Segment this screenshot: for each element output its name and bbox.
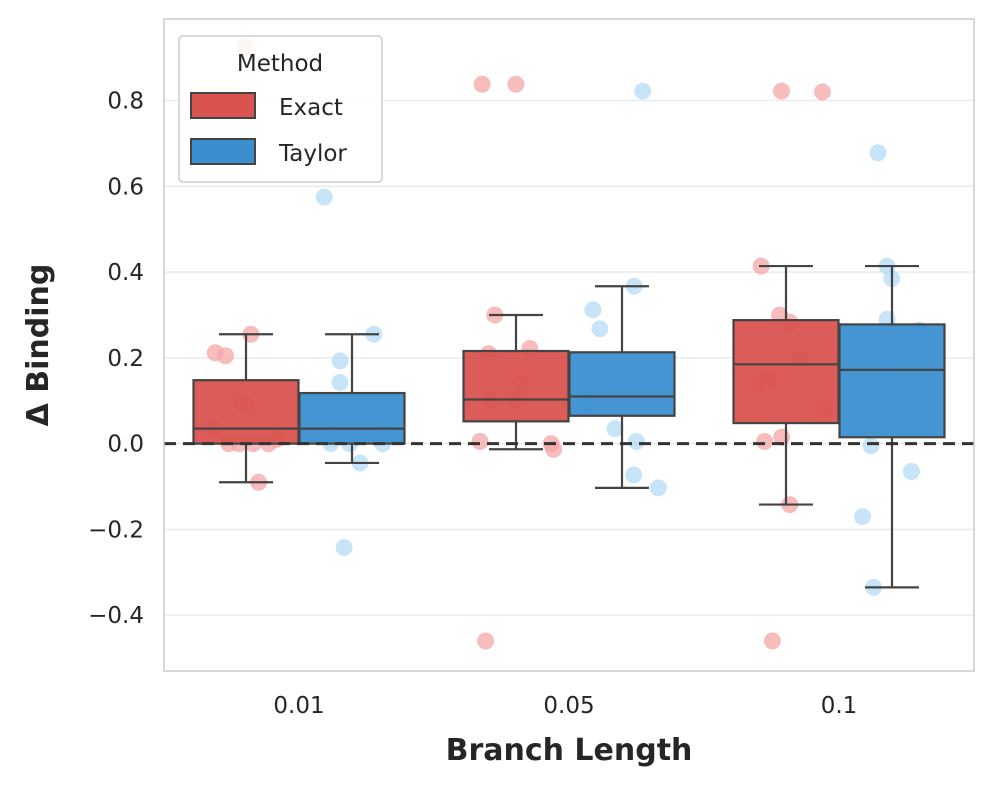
plot-frame — [163, 18, 975, 672]
box-taylor-0.1 — [838, 264, 946, 589]
data-point-taylor — [634, 82, 652, 100]
x-tick-label: 0.01 — [273, 693, 324, 719]
data-point-exact — [763, 632, 781, 650]
data-point-exact — [756, 433, 774, 451]
data-point-taylor — [902, 463, 920, 481]
box-body — [192, 379, 300, 445]
data-point-exact — [471, 433, 489, 451]
data-point-taylor — [649, 479, 667, 497]
box-body — [732, 319, 840, 425]
data-point-taylor — [869, 144, 887, 162]
data-point-taylor — [335, 538, 353, 556]
data-point-exact — [473, 75, 491, 93]
legend-title: Method — [237, 51, 323, 77]
data-point-exact — [507, 75, 525, 93]
y-tick-label: 0.4 — [107, 260, 144, 286]
y-tick-label: −0.2 — [88, 517, 144, 543]
data-point-exact — [477, 632, 495, 650]
x-tick-label: 0.1 — [821, 693, 858, 719]
box-taylor-0.01 — [298, 333, 406, 465]
data-point-taylor — [584, 301, 602, 319]
box-taylor-0.05 — [568, 285, 676, 489]
data-point-taylor — [854, 508, 872, 526]
data-point-taylor — [625, 466, 643, 484]
y-tick-label: 0.8 — [107, 89, 144, 115]
legend: Method Exact Taylor — [178, 35, 383, 183]
y-tick-label: 0.2 — [107, 346, 144, 372]
boxes — [192, 264, 946, 589]
box-exact-0.1 — [732, 264, 840, 506]
box-body — [462, 349, 570, 423]
legend-label-taylor: Taylor — [278, 141, 347, 167]
y-tick-label: 0.0 — [107, 432, 144, 458]
legend-swatch-taylor — [190, 138, 256, 165]
x-tick-labels: 0.01 0.05 0.1 — [273, 693, 857, 719]
data-point-taylor — [606, 420, 624, 438]
data-point-taylor — [862, 437, 880, 455]
data-point-taylor — [331, 373, 349, 391]
data-point-exact — [217, 347, 235, 365]
data-point-taylor — [315, 188, 333, 206]
box-body — [298, 391, 406, 445]
data-point-exact — [773, 82, 791, 100]
legend-swatch-exact — [190, 92, 256, 119]
data-point-taylor — [627, 433, 645, 451]
box-exact-0.01 — [192, 333, 300, 484]
box-body — [838, 323, 946, 439]
x-axis-label: Branch Length — [446, 733, 693, 768]
x-tick-label: 0.05 — [543, 693, 594, 719]
y-tick-labels: −0.4 −0.2 0.0 0.2 0.4 0.6 0.8 — [88, 89, 144, 630]
y-tick-label: 0.6 — [107, 174, 144, 200]
legend-label-exact: Exact — [279, 95, 343, 121]
data-point-taylor — [331, 352, 349, 370]
data-point-exact — [813, 83, 831, 101]
y-axis-label: Δ Binding — [21, 264, 56, 427]
box-body — [568, 351, 676, 417]
data-point-taylor — [591, 320, 609, 338]
y-tick-label: −0.4 — [88, 603, 144, 629]
